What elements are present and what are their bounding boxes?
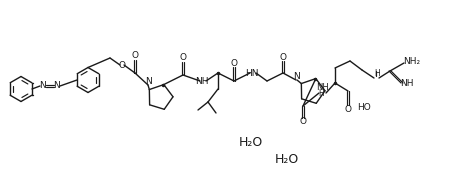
Text: NH₂: NH₂ bbox=[403, 57, 419, 66]
Text: NH: NH bbox=[400, 79, 413, 87]
Text: H₂O: H₂O bbox=[274, 153, 299, 166]
Text: N: N bbox=[40, 81, 46, 91]
Text: H: H bbox=[373, 68, 379, 77]
Text: O: O bbox=[279, 53, 286, 61]
Text: N: N bbox=[145, 77, 152, 86]
Text: H₂O: H₂O bbox=[238, 136, 262, 149]
Text: NH: NH bbox=[195, 76, 208, 85]
Text: O: O bbox=[344, 104, 351, 113]
Text: O: O bbox=[179, 53, 186, 63]
Text: O: O bbox=[131, 51, 138, 61]
Text: NH: NH bbox=[316, 83, 329, 92]
Text: O: O bbox=[118, 61, 125, 70]
Text: HN: HN bbox=[245, 68, 258, 77]
Text: HO: HO bbox=[356, 102, 370, 111]
Text: O: O bbox=[230, 59, 237, 68]
Text: H: H bbox=[318, 89, 323, 98]
Text: O: O bbox=[299, 117, 306, 126]
Text: N: N bbox=[293, 72, 300, 81]
Text: N: N bbox=[54, 81, 60, 91]
